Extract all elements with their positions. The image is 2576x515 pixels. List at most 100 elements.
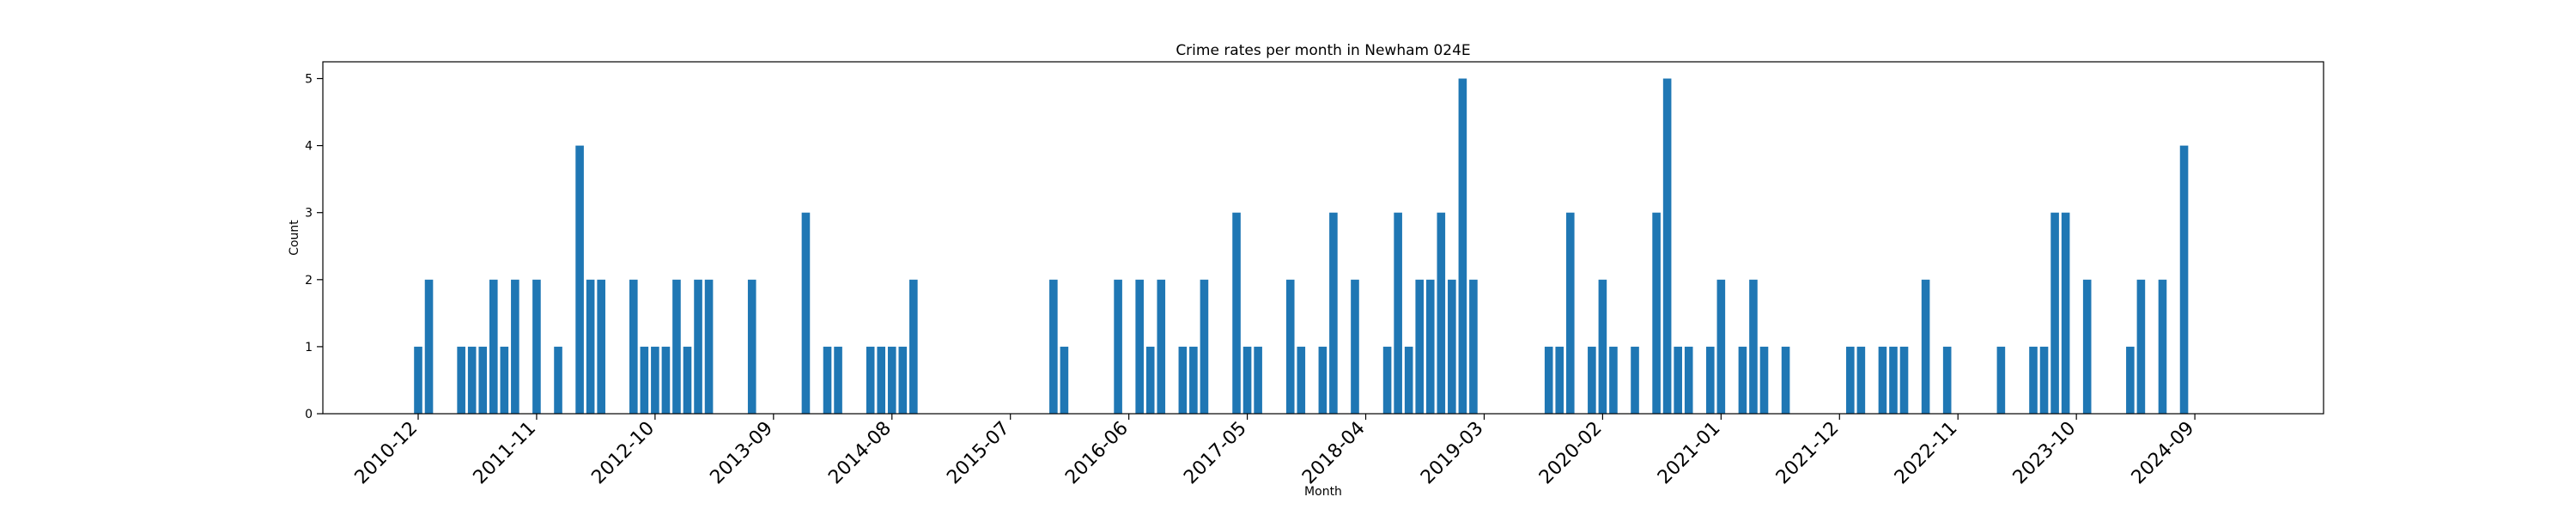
y-axis-label: Count: [288, 220, 301, 256]
bar: [597, 279, 605, 414]
bar: [1631, 346, 1639, 414]
bar: [1415, 279, 1425, 414]
bar: [1254, 346, 1262, 414]
bar: [2082, 279, 2092, 414]
bar: [2039, 346, 2049, 414]
bar: [1609, 346, 1618, 414]
bar: [457, 346, 465, 414]
x-tick-label: 2010-12: [351, 418, 422, 489]
bar: [1060, 346, 1069, 414]
bar: [1135, 279, 1144, 414]
bar: [554, 346, 562, 414]
bar: [424, 279, 434, 414]
bar: [1232, 212, 1241, 414]
bar: [1318, 346, 1327, 414]
bar: [672, 279, 681, 414]
bar: [1565, 212, 1575, 414]
x-tick-label: 2014-08: [824, 418, 896, 489]
bar: [1285, 279, 1295, 414]
bar: [575, 145, 584, 414]
bar: [1242, 346, 1252, 414]
bar: [1716, 279, 1726, 414]
bar: [801, 212, 811, 414]
x-tick-label: 2020-02: [1535, 418, 1607, 489]
bar: [2136, 279, 2146, 414]
bar: [1297, 346, 1306, 414]
bar: [640, 346, 649, 414]
bar: [1049, 279, 1058, 414]
bar: [1899, 346, 1909, 414]
bar: [694, 279, 702, 414]
bar: [661, 346, 671, 414]
bar: [2029, 346, 2038, 414]
bar: [1674, 346, 1682, 414]
bar: [1555, 346, 1564, 414]
bar: [2061, 212, 2070, 414]
bar: [887, 346, 896, 414]
bar: [1200, 279, 1209, 414]
bar: [1996, 346, 2006, 414]
x-tick-label: 2018-04: [1298, 418, 1370, 489]
bar: [1889, 346, 1898, 414]
bar: [1846, 346, 1855, 414]
bar: [1404, 346, 1413, 414]
bar: [2050, 212, 2059, 414]
x-tick-label: 2022-11: [1891, 418, 1962, 489]
plot-frame: [322, 61, 2324, 415]
bar: [1448, 279, 1456, 414]
bar: [1458, 78, 1467, 415]
bar: [1781, 346, 1790, 414]
bar: [1351, 279, 1359, 414]
bar: [1544, 346, 1553, 414]
bar: [1394, 212, 1402, 414]
bar: [1856, 346, 1866, 414]
bar: [629, 279, 638, 414]
bar: [1759, 346, 1769, 414]
bar: [704, 279, 714, 414]
x-axis-label: Month: [1304, 485, 1342, 499]
x-tick-label: 2023-10: [2009, 418, 2081, 489]
bar: [823, 346, 832, 414]
bar: [834, 346, 842, 414]
bar: [1114, 279, 1122, 414]
bar: [1652, 212, 1661, 414]
y-tick-label: 5: [305, 73, 313, 87]
bar: [651, 346, 659, 414]
bar: [500, 346, 509, 414]
bar: [683, 346, 692, 414]
bar: [586, 279, 595, 414]
bar: [1878, 346, 1887, 414]
bar: [1598, 279, 1607, 414]
x-tick-label: 2024-09: [2128, 418, 2199, 489]
y-tick-label: 3: [305, 207, 313, 221]
bar: [1684, 346, 1693, 414]
bar: [467, 346, 477, 414]
bar: [1749, 279, 1758, 414]
bar: [1942, 346, 1952, 414]
bar: [1588, 346, 1596, 414]
bar: [909, 279, 918, 414]
bar: [1425, 279, 1435, 414]
bar: [877, 346, 886, 414]
bar: [489, 279, 498, 414]
x-axis: 2010-12 2011-11 2012-10 2013-09 2014-08 2015-…: [351, 414, 2199, 489]
x-tick-label: 2015-07: [943, 418, 1014, 489]
bar: [1329, 212, 1338, 414]
bar: [1189, 346, 1198, 414]
x-tick-label: 2021-12: [1772, 418, 1844, 489]
bar: [532, 279, 541, 414]
x-tick-label: 2019-03: [1417, 418, 1488, 489]
bar: [1145, 346, 1155, 414]
bar: [1662, 78, 1672, 415]
y-tick-label: 4: [305, 140, 313, 154]
chart-title: Crime rates per month in Newham 024E: [1176, 42, 1470, 59]
bar: [2179, 145, 2189, 414]
bar: [747, 279, 756, 414]
bar: [1157, 279, 1166, 414]
bar: [1382, 346, 1392, 414]
y-tick-label: 1: [305, 341, 313, 354]
x-tick-label: 2012-10: [587, 418, 659, 489]
y-tick-label: 0: [305, 408, 313, 421]
bar: [1706, 346, 1715, 414]
